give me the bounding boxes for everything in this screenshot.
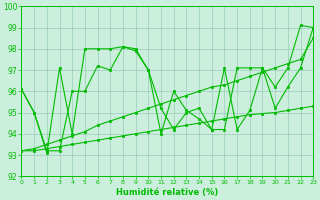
X-axis label: Humidité relative (%): Humidité relative (%): [116, 188, 219, 197]
